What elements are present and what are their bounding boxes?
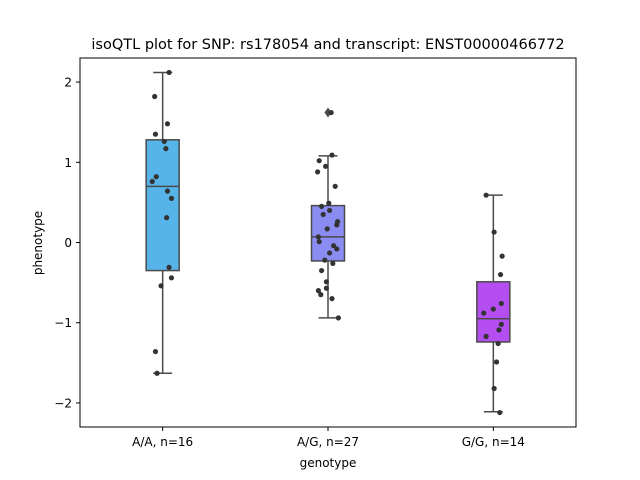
data-point: [166, 69, 172, 76]
data-point: [499, 253, 505, 259]
data-point: [327, 207, 333, 214]
data-point: [491, 229, 497, 235]
data-point: [152, 131, 159, 137]
data-point: [498, 321, 504, 327]
x-tick-label: A/A, n=16: [132, 435, 193, 449]
x-tick-label: G/G, n=14: [462, 435, 525, 449]
data-point: [168, 275, 175, 281]
data-point: [164, 121, 171, 127]
y-tick-label: −2: [54, 396, 72, 410]
data-point: [164, 188, 171, 194]
data-point: [164, 215, 170, 221]
data-point: [497, 271, 504, 278]
data-point: [329, 296, 335, 302]
data-point: [315, 169, 321, 175]
strip-points-1: [149, 69, 175, 376]
data-point: [318, 292, 324, 298]
data-point: [329, 152, 335, 158]
data-point: [498, 300, 504, 307]
data-point: [330, 260, 336, 266]
data-point: [334, 222, 340, 228]
data-point: [335, 315, 341, 321]
data-point: [483, 333, 489, 339]
chart-title: isoQTL plot for SNP: rs178054 and transc…: [91, 37, 564, 53]
axes: −2 −1 0 1 2 A/A, n=16 A/G, n=27 G/G, n=14: [54, 76, 525, 449]
data-point: [481, 310, 487, 316]
data-point: [323, 279, 329, 285]
data-point: [490, 306, 496, 312]
outlier-marker: [324, 107, 332, 118]
data-point: [158, 283, 164, 289]
data-point: [491, 385, 497, 392]
x-axis-label: genotype: [300, 456, 357, 470]
data-point: [324, 226, 330, 232]
data-point: [320, 211, 326, 218]
iqr-box: [145, 139, 180, 272]
data-point: [163, 146, 169, 152]
box-group-3: [476, 194, 511, 413]
data-point: [149, 178, 155, 185]
data-point: [326, 200, 332, 206]
data-point: [332, 183, 338, 189]
data-point: [154, 370, 160, 376]
strip-points-2: [315, 109, 341, 321]
y-tick-label: 0: [64, 236, 72, 250]
data-point: [483, 192, 489, 198]
data-point: [316, 239, 322, 245]
data-point: [315, 288, 321, 294]
data-point: [495, 340, 501, 347]
y-axis-label: phenotype: [31, 211, 45, 275]
y-tick-label: 2: [64, 76, 72, 90]
data-point: [334, 246, 340, 252]
data-point: [319, 267, 325, 274]
data-point: [497, 409, 503, 416]
box-group-1: [145, 71, 180, 375]
data-point: [152, 93, 158, 100]
data-point: [323, 285, 329, 291]
data-point: [152, 348, 159, 355]
data-point: [327, 250, 333, 256]
data-point: [316, 158, 322, 164]
plot-area: [145, 69, 511, 416]
x-tick-label: A/G, n=27: [297, 435, 359, 449]
data-point: [161, 138, 167, 145]
strip-points-3: [481, 192, 505, 416]
data-point: [496, 327, 502, 333]
data-point: [323, 163, 329, 169]
y-tick-label: −1: [54, 316, 72, 330]
data-point: [331, 243, 337, 249]
y-tick-label: 1: [64, 156, 72, 170]
data-point: [493, 359, 500, 365]
data-point: [153, 174, 159, 180]
data-point: [315, 234, 321, 240]
data-point: [166, 264, 172, 270]
data-point: [319, 203, 325, 210]
data-point: [322, 257, 328, 263]
data-point: [328, 109, 334, 116]
data-point: [168, 195, 175, 201]
iqr-box: [476, 281, 511, 343]
